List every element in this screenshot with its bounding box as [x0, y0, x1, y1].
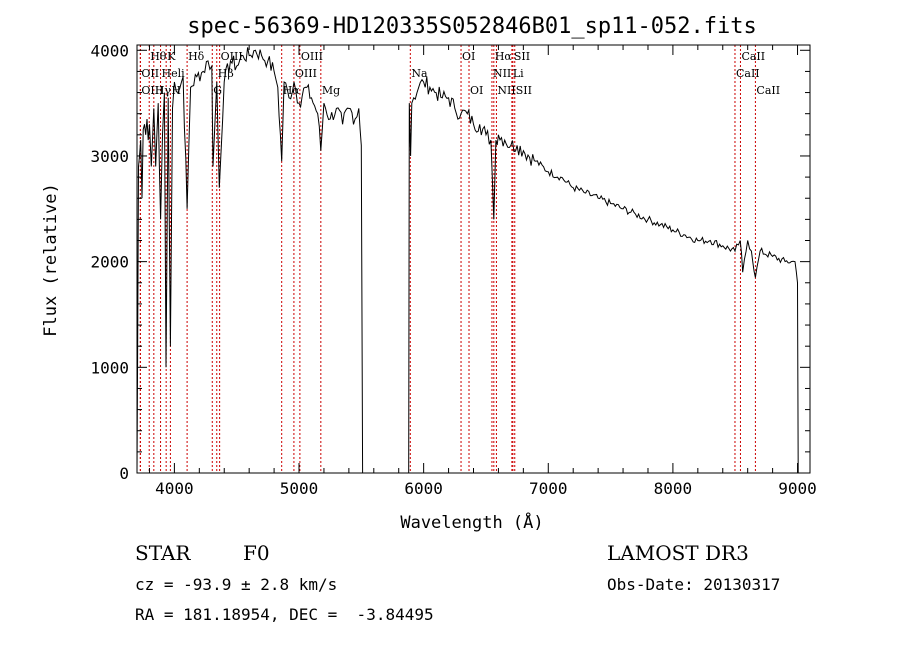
y-tick-label: 0	[119, 464, 129, 483]
line-marker-label: OIII	[141, 84, 163, 97]
redshift-cz: cz = -93.9 ± 2.8 km/s	[135, 575, 338, 594]
line-marker-label: CaII	[736, 67, 760, 80]
line-marker-label: OI	[462, 50, 475, 63]
line-markers	[139, 45, 756, 473]
line-marker-label: CaII	[741, 50, 765, 63]
survey-name: LAMOST DR3	[607, 541, 749, 565]
line-marker-label: SII	[514, 50, 530, 63]
y-axis-label: Flux (relative)	[41, 183, 61, 337]
x-axis-label: Wavelength (Å)	[400, 511, 543, 533]
x-tick-label: 8000	[654, 479, 693, 498]
line-marker-label: SII	[516, 84, 532, 97]
y-axis-ticks: 0 1000 2000 3000 4000	[90, 41, 810, 483]
line-marker-label: NII	[497, 84, 515, 97]
line-marker-label: Li	[513, 67, 524, 80]
x-tick-label: 4000	[155, 479, 194, 498]
chart-title: spec-56369-HD120335S052846B01_sp11-052.f…	[187, 14, 757, 39]
line-marker-label: OI	[470, 84, 483, 97]
coordinates: RA = 181.18954, DEC = -3.84495	[135, 605, 434, 624]
line-marker-label: Mg	[322, 84, 340, 97]
obs-date: Obs-Date: 20130317	[607, 575, 781, 594]
x-tick-label: 9000	[778, 479, 817, 498]
line-marker-label: Hα	[495, 50, 513, 63]
plot-frame	[136, 44, 811, 474]
object-class: STAR	[135, 541, 191, 565]
y-tick-label: 2000	[90, 253, 129, 272]
line-marker-label: Na	[411, 67, 428, 80]
line-marker-label: OIII	[221, 50, 243, 63]
line-marker-label: CaII	[756, 84, 780, 97]
x-axis-ticks: 4000 5000 6000 7000 8000 9000	[148, 45, 817, 498]
line-marker-label: Hθ	[150, 50, 167, 63]
y-tick-label: 4000	[90, 41, 129, 60]
line-marker-label: Hγ	[155, 84, 172, 97]
line-marker-label: OIII	[295, 67, 317, 80]
line-marker-label: Heli	[162, 67, 186, 80]
line-marker-label: OIII	[301, 50, 323, 63]
y-tick-label: 3000	[90, 147, 129, 166]
y-tick-label: 1000	[90, 358, 129, 377]
spectrum-line	[136, 47, 799, 474]
line-marker-label: Hδ	[188, 50, 205, 63]
line-marker-label: OII	[141, 67, 159, 80]
line-marker-label: NII	[493, 67, 511, 80]
line-marker-label: G	[213, 84, 222, 97]
subclass: F0	[243, 541, 270, 565]
x-tick-label: 7000	[529, 479, 568, 498]
x-tick-label: 6000	[404, 479, 443, 498]
line-marker-label: K	[167, 50, 176, 63]
x-tick-label: 5000	[280, 479, 319, 498]
